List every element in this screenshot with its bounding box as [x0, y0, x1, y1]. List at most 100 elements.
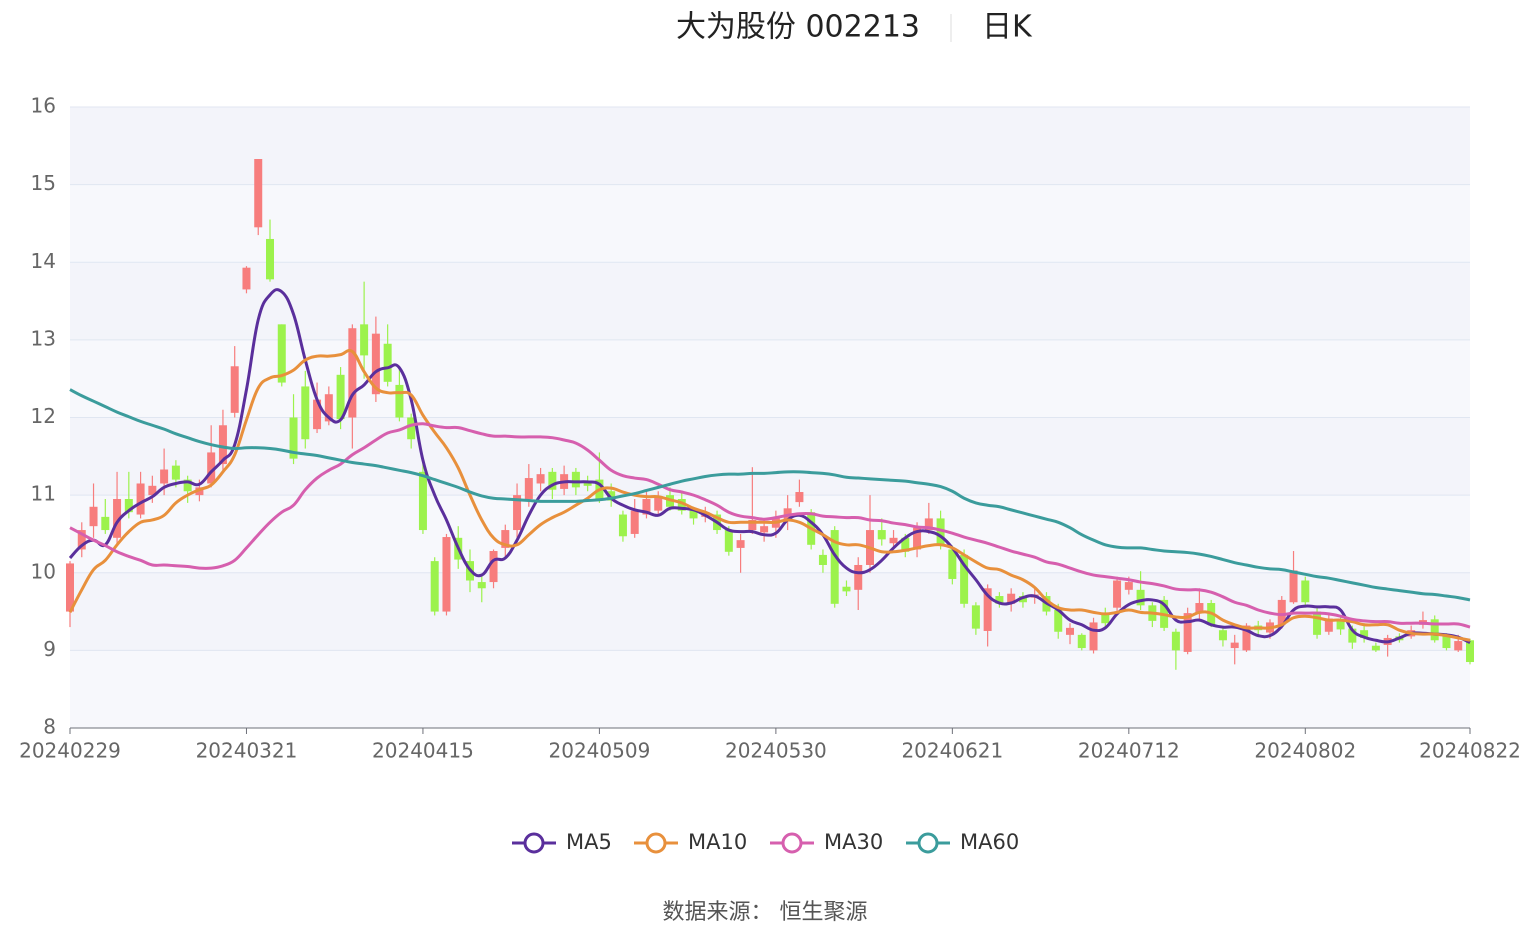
x-tick-label: 20240415: [372, 739, 474, 763]
candle-body: [618, 514, 627, 537]
candle-body: [1054, 610, 1063, 632]
x-tick-label: 20240321: [196, 739, 298, 763]
y-tick-label: 8: [43, 715, 56, 739]
candle-body: [724, 530, 733, 552]
candle-body: [736, 540, 745, 548]
candle-body: [901, 537, 910, 552]
legend-item: MA30: [770, 830, 883, 854]
candle-body: [242, 267, 251, 290]
candle-body: [1313, 611, 1322, 635]
candle-body: [842, 586, 851, 592]
candle-body: [313, 399, 322, 430]
candle-body: [971, 605, 980, 629]
candle-body: [77, 530, 86, 550]
candle-body: [1007, 593, 1016, 604]
candle-body: [748, 519, 757, 531]
candle-body: [877, 530, 886, 540]
candle-body: [160, 469, 169, 484]
grid-band: [70, 650, 1470, 728]
candle-body: [360, 324, 369, 356]
chart-title: 大为股份 002213: [676, 10, 920, 45]
legend-item: MA5: [512, 830, 612, 854]
candle-body: [536, 474, 545, 484]
candle-body: [324, 394, 333, 422]
candle-body: [760, 526, 769, 533]
candle-body: [1277, 599, 1286, 625]
ma-line: [68, 348, 1471, 642]
candle-body: [1230, 642, 1239, 649]
candle-body: [1336, 619, 1345, 630]
candle-body: [924, 518, 933, 531]
y-tick-label: 16: [31, 94, 56, 118]
candle-body: [1442, 636, 1451, 649]
candle-body: [277, 324, 286, 383]
candle-body: [266, 238, 274, 280]
legend-item: MA10: [634, 830, 747, 854]
candle-body: [513, 495, 522, 531]
candle-body: [136, 483, 145, 515]
candle-body: [854, 564, 863, 590]
y-tick-label: 10: [31, 559, 56, 583]
candle-body: [124, 499, 133, 513]
candle-body: [336, 374, 345, 420]
candle-body: [571, 471, 580, 488]
grid-band: [70, 572, 1470, 651]
candle-body: [1289, 570, 1298, 603]
candle-body: [1089, 622, 1098, 651]
candle-body: [1183, 613, 1192, 652]
candle-body: [1113, 580, 1122, 608]
candle-body: [1066, 627, 1074, 635]
legend-symbol: [917, 832, 939, 854]
candle-body: [348, 328, 357, 418]
candle-body: [1371, 645, 1380, 651]
candle-body: [830, 530, 839, 604]
candle-body: [913, 527, 922, 550]
candle-body: [642, 499, 651, 515]
candle-body: [818, 554, 827, 565]
y-tick-label: 11: [31, 482, 56, 506]
candle-body: [501, 530, 510, 548]
candle-body: [442, 537, 451, 612]
candle-body: [407, 417, 416, 440]
candle-body: [1195, 603, 1204, 614]
candle-body: [889, 537, 898, 544]
candle-body: [524, 478, 533, 500]
candle-body: [477, 582, 486, 589]
candle-body: [983, 588, 992, 631]
y-tick-label: 12: [31, 404, 56, 428]
legend-item: MA60: [906, 830, 1019, 854]
grid-band: [70, 184, 1470, 263]
x-tick-label: 20240822: [1419, 739, 1521, 763]
candle-body: [171, 465, 180, 480]
candle-body: [183, 479, 192, 492]
candle-body: [230, 366, 239, 413]
candle-body: [795, 492, 804, 503]
candle-body: [1301, 580, 1310, 603]
candle-body: [1348, 628, 1357, 643]
x-tick-label: 20240229: [19, 739, 121, 763]
candle-body: [1454, 641, 1463, 651]
candle-body: [430, 561, 439, 612]
x-tick-label: 20240621: [901, 739, 1003, 763]
candle-body: [371, 333, 380, 395]
candle-body: [383, 343, 392, 382]
y-tick-label: 14: [31, 249, 56, 273]
candle-body: [1466, 640, 1474, 663]
candle-body: [254, 159, 263, 228]
candle-body: [583, 481, 592, 486]
candle-body: [301, 386, 310, 440]
chart-subtitle: 日K: [982, 10, 1033, 45]
grid-band: [70, 417, 1470, 496]
y-tick-label: 9: [43, 637, 56, 661]
legend-symbol: [781, 832, 803, 854]
candle-body: [418, 471, 427, 531]
candle-body: [607, 491, 616, 501]
x-tick-label: 20240712: [1078, 739, 1180, 763]
x-tick-label: 20240530: [725, 739, 827, 763]
candle-body: [548, 471, 557, 490]
candle-body: [689, 510, 698, 519]
candle-body: [995, 596, 1004, 604]
candle-body: [654, 496, 663, 511]
candle-body: [113, 499, 122, 538]
